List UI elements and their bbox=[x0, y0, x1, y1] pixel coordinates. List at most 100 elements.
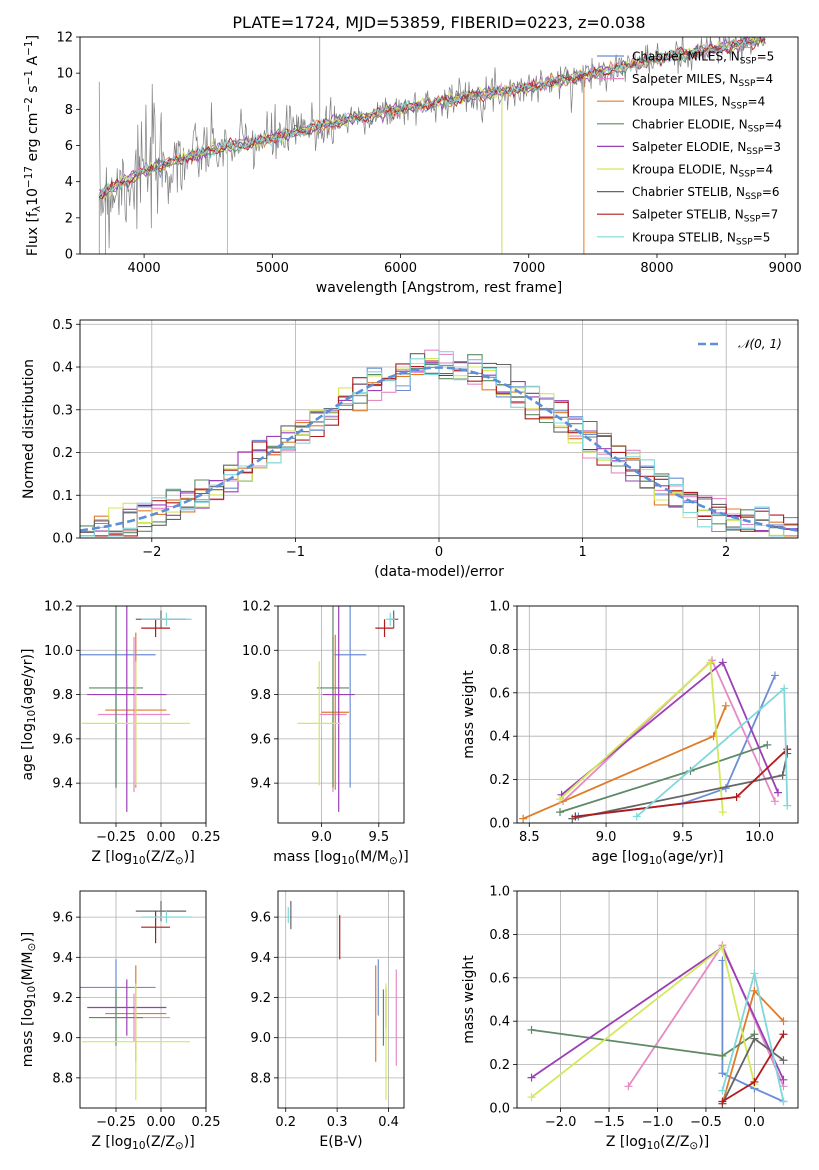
y-tick-label: 9.6 bbox=[52, 911, 73, 926]
y-tick-label: 0.5 bbox=[52, 318, 73, 333]
x-tick-label: 8000 bbox=[640, 261, 673, 276]
x-axis-label-part: 10 bbox=[649, 855, 662, 867]
error-point bbox=[141, 911, 170, 944]
x-axis-label-part: 10 bbox=[132, 855, 145, 867]
y-axis-label-part: ⊙ bbox=[26, 943, 38, 952]
x-tick-label: −1.0 bbox=[642, 1115, 674, 1130]
x-axis-label-part: 10 bbox=[647, 1140, 660, 1152]
plot-area bbox=[80, 901, 192, 1100]
x-axis-label: Z [log10(Z/Z⊙)] bbox=[91, 1134, 194, 1152]
weight-line bbox=[562, 658, 776, 802]
y-tick-label: 10.0 bbox=[44, 644, 73, 659]
legend-label-part: Salpeter STELIB, N bbox=[632, 208, 744, 222]
panel-age_vs_mass: 9.0 9.5 9.4 9.6 9.8 10.0 10.2 mass [log10(M/M⊙)… bbox=[242, 600, 409, 868]
legend: 𝒩(0, 1) bbox=[698, 337, 782, 351]
legend-label: Chabrier MILES, NSSP=5 bbox=[632, 50, 774, 67]
y-tick-label: 12 bbox=[56, 31, 73, 46]
legend-label: Kroupa STELIB, NSSP=5 bbox=[632, 230, 770, 247]
legend-label-part: SSP bbox=[739, 79, 756, 89]
error-point bbox=[141, 619, 170, 637]
panel-age_vs_Z: −0.25 0.00 0.259.49.69.810.010.2Z [log10(Z… bbox=[20, 600, 221, 868]
legend-label-part: Chabrier ELODIE, N bbox=[632, 117, 748, 131]
axes-frame bbox=[516, 890, 799, 1109]
y-tick-label: 9.2 bbox=[250, 991, 271, 1006]
weight-marker bbox=[780, 684, 789, 693]
x-tick-label: 6000 bbox=[384, 261, 417, 276]
legend-label-part: Chabrier STELIB, N bbox=[632, 185, 745, 199]
weight-marker bbox=[750, 1077, 759, 1086]
weight-marker bbox=[718, 943, 727, 952]
y-tick-label: 9.0 bbox=[250, 1031, 271, 1046]
legend-label-part: =4 bbox=[748, 95, 766, 109]
x-tick-label: 0.4 bbox=[378, 1115, 399, 1130]
y-tick-label: 0.0 bbox=[52, 532, 73, 547]
x-axis-label: wavelength [Angstrom, rest frame] bbox=[316, 280, 562, 296]
weight-marker bbox=[718, 658, 727, 667]
weight-marker bbox=[779, 1030, 788, 1039]
error-point bbox=[81, 983, 190, 1100]
y-tick-label: 0.8 bbox=[489, 928, 510, 943]
x-tick-label: 4000 bbox=[128, 261, 161, 276]
x-tick-label: 5000 bbox=[256, 261, 289, 276]
axes-frame bbox=[79, 36, 799, 255]
y-tick-label: 9.2 bbox=[52, 991, 73, 1006]
legend-label: Chabrier ELODIE, NSSP=4 bbox=[632, 117, 782, 134]
weight-marker bbox=[778, 771, 787, 780]
y-tick-label: 10.2 bbox=[242, 600, 271, 615]
legend-label-part: =6 bbox=[762, 185, 780, 199]
axes-frame bbox=[79, 605, 207, 824]
weight-marker bbox=[779, 1017, 788, 1026]
plot-area bbox=[80, 606, 192, 812]
error-point bbox=[87, 606, 167, 812]
legend-label-part: SSP bbox=[739, 170, 756, 180]
error-point bbox=[89, 606, 143, 788]
legend-label: Kroupa MILES, NSSP=4 bbox=[632, 95, 765, 112]
x-axis-label-part: )] bbox=[184, 1134, 195, 1150]
y-tick-label: 2 bbox=[65, 211, 73, 226]
y-tick-label: 0.6 bbox=[489, 686, 510, 701]
panel-spectrum: 4000 5000 6000 7000 8000 9000 0 2 4 6 8 10 12 wavelen… bbox=[23, 31, 802, 297]
x-axis-label-part: (M/M bbox=[355, 849, 389, 865]
error-point bbox=[87, 979, 167, 1036]
error-point bbox=[375, 619, 394, 637]
y-tick-label: 9.6 bbox=[250, 911, 271, 926]
legend-label: Kroupa ELODIE, NSSP=4 bbox=[632, 163, 773, 180]
legend-label-part: Kroupa ELODIE, N bbox=[632, 163, 739, 177]
x-tick-label: −2 bbox=[142, 545, 161, 560]
x-tick-label: −1.5 bbox=[593, 1115, 625, 1130]
axes-frame bbox=[516, 605, 799, 824]
error-point bbox=[135, 901, 187, 922]
legend-label-part: =5 bbox=[757, 50, 775, 64]
y-tick-label: 0.4 bbox=[52, 361, 73, 376]
y-axis-label-part: −1 bbox=[23, 40, 35, 55]
error-point bbox=[316, 606, 350, 788]
x-axis-label-part: Z [log bbox=[91, 1134, 132, 1150]
error-point bbox=[334, 606, 367, 788]
weight-marker bbox=[721, 701, 730, 710]
weight-marker bbox=[750, 969, 759, 978]
weight-marker bbox=[706, 658, 715, 667]
error-point bbox=[141, 612, 192, 626]
x-axis-label-part: (age/yr)] bbox=[662, 849, 723, 865]
y-axis-label-part: erg cm bbox=[25, 113, 41, 166]
axes-frame bbox=[79, 319, 799, 539]
model-kroupa-stelib bbox=[99, 37, 765, 196]
x-tick-label: 9000 bbox=[769, 261, 802, 276]
weight-marker bbox=[763, 740, 772, 749]
y-tick-label: 9.4 bbox=[52, 951, 73, 966]
y-axis-label: age [log10(age/yr)] bbox=[20, 649, 38, 781]
y-axis-label: Flux [fλ10−17 erg cm−2 s−1 A−1] bbox=[23, 35, 43, 256]
weight-marker bbox=[783, 745, 792, 754]
weight-line bbox=[721, 1033, 785, 1103]
x-tick-label: 0.25 bbox=[192, 830, 221, 845]
x-tick-label: 10.0 bbox=[745, 830, 774, 845]
x-axis-label-part: 10 bbox=[341, 855, 354, 867]
weight-marker bbox=[555, 808, 564, 817]
y-tick-label: 9.4 bbox=[52, 777, 73, 792]
x-tick-label: 9.0 bbox=[311, 830, 332, 845]
legend-label-part: Salpeter MILES, N bbox=[632, 72, 739, 86]
x-axis-label-part: ⊙ bbox=[175, 1140, 184, 1152]
x-axis-label: mass [log10(M/M⊙)] bbox=[273, 849, 409, 867]
legend-label-part: =4 bbox=[764, 117, 782, 131]
y-tick-label: 10 bbox=[56, 67, 73, 82]
